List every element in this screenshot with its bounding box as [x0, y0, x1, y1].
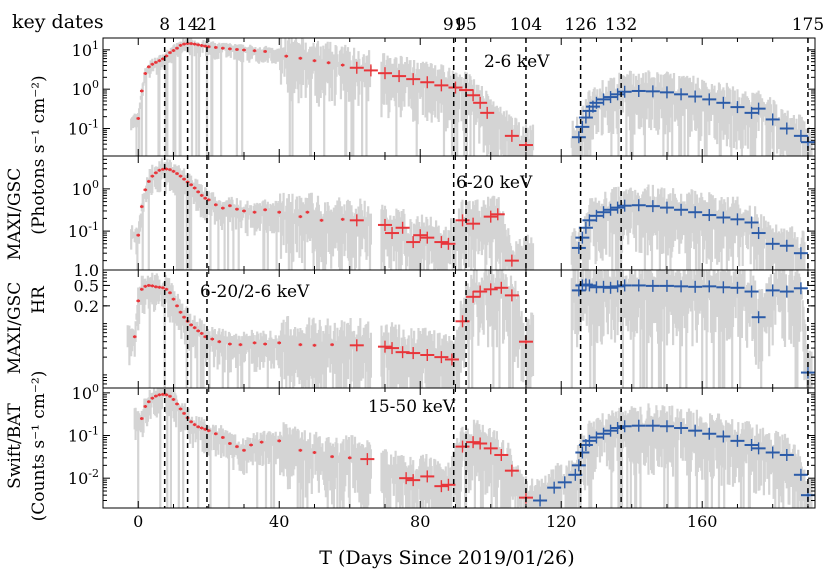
y-tick-label: 1.0 [74, 261, 99, 280]
series-soft [571, 278, 815, 379]
key-dates-label: key dates [12, 11, 104, 33]
panel-3-ylabel-units: HR [29, 285, 49, 314]
x-tick-label: 0 [133, 512, 143, 531]
series-hard [136, 41, 533, 152]
panel-4-ylabel: Swift/BAT [5, 403, 25, 489]
panel-p4-data [133, 388, 815, 508]
key-date-label: 8 [159, 15, 170, 35]
key-date-label: 175 [792, 15, 824, 35]
band-label: 15-50 keV [368, 397, 456, 417]
key-date-label: 21 [196, 15, 218, 35]
tick-exponent: -2 [88, 467, 99, 480]
y-tick-label: 10-1 [68, 220, 99, 241]
series-soft [571, 84, 815, 149]
y-tick-label: 0.5 [74, 276, 99, 295]
y-tick-label: 10-1 [68, 425, 99, 446]
panel-p3: 1.00.5 0.2 6-20/2-6 keV [74, 261, 816, 389]
raw-data-noise [133, 388, 813, 508]
key-date-label: 126 [564, 15, 596, 35]
y-tick-label: 100 [72, 382, 99, 403]
tick-exponent: 0 [92, 178, 99, 191]
key-date-label: 132 [605, 15, 637, 35]
y-tick-label: 0.2 [74, 297, 99, 316]
band-label: 2-6 keV [484, 52, 550, 72]
y-tick-label: 10-1 [68, 118, 99, 139]
tick-exponent: 0 [92, 78, 99, 91]
panel-p1-data [130, 38, 815, 156]
band-label: 6-20 keV [456, 173, 533, 193]
key-date-label: 95 [455, 15, 477, 35]
panel-p2: 100 10-1 6-20 keV [68, 155, 816, 271]
x-axis-title: T (Days Since 2019/01/26) [319, 547, 574, 569]
panel-p2-data [130, 158, 808, 270]
y-axis-titles: MAXI/GSC (Photons s⁻¹ cm⁻²) MAXI/GSC HR … [5, 75, 49, 521]
tick-exponent: 1 [92, 39, 99, 52]
panel-3-ylabel: MAXI/GSC [5, 282, 25, 374]
key-date-label: 91 [443, 15, 465, 35]
panel-1-ylabel-units: (Photons s⁻¹ cm⁻²) [29, 75, 49, 234]
panel-1-ylabel: MAXI/GSC [5, 168, 25, 260]
x-tick-label: 160 [687, 512, 718, 531]
y-tick-label: 100 [72, 178, 99, 199]
x-tick-label: 80 [410, 512, 430, 531]
x-tick-label: 120 [546, 512, 577, 531]
tick-exponent: 0 [92, 382, 99, 395]
x-tick-label: 40 [269, 512, 289, 531]
panel-p4: 100 10-1 10-2 15-50 keV [68, 382, 816, 509]
key-date-label: 104 [510, 15, 542, 35]
tick-exponent: -1 [88, 425, 99, 438]
series-hard [132, 281, 533, 366]
tick-exponent: -1 [88, 220, 99, 233]
band-label: 6-20/2-6 keV [200, 282, 310, 302]
tick-exponent: -1 [88, 118, 99, 131]
y-tick-label: 101 [72, 39, 99, 60]
series-hard [139, 392, 533, 504]
series-soft [533, 419, 815, 507]
series-hard [136, 167, 519, 267]
key-date-label: 14 [177, 15, 199, 35]
panel-4-ylabel-units: (Counts s⁻¹ cm⁻²) [29, 371, 49, 522]
y-tick-label: 100 [72, 78, 99, 99]
series-soft [571, 199, 808, 260]
panel-p3-data [126, 270, 815, 388]
y-tick-label: 10-2 [68, 467, 99, 488]
